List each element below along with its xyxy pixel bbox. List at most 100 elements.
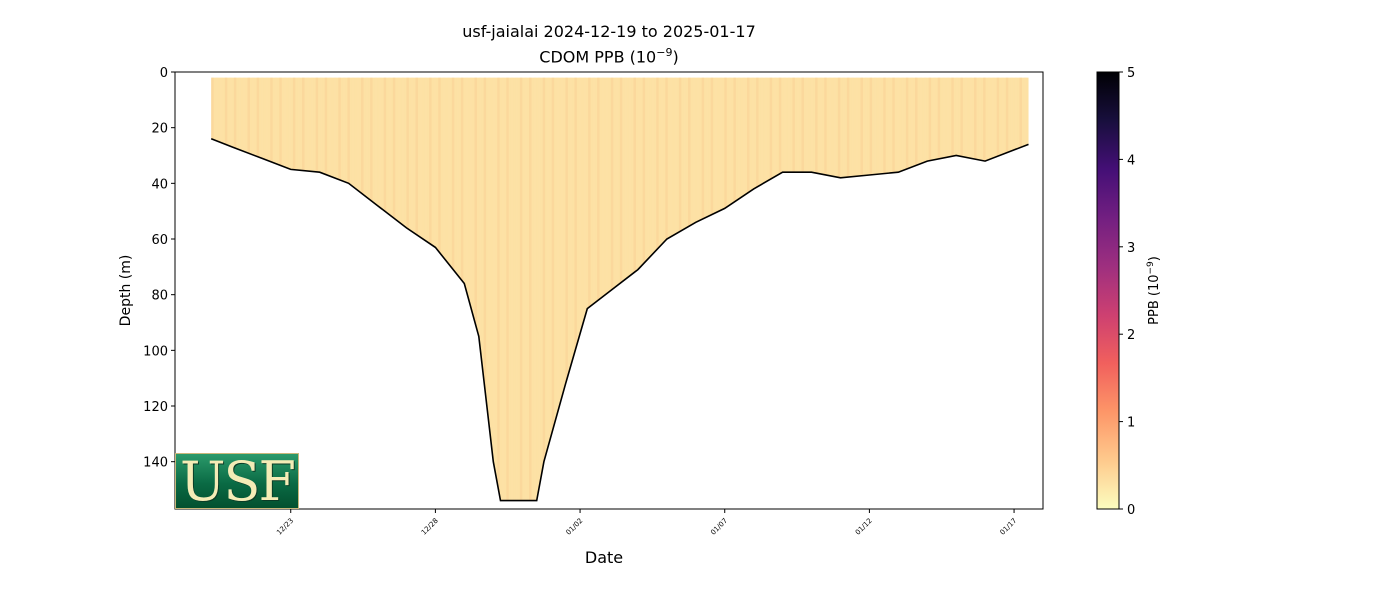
profile-streak (837, 77, 841, 501)
profile-streak (415, 77, 418, 501)
profile-streak (365, 77, 369, 501)
profile-streak (665, 77, 668, 501)
profile-streak (737, 77, 741, 501)
profile-streak (633, 77, 636, 501)
profile-streak (397, 77, 400, 501)
profile-streak (697, 77, 700, 501)
profile-streak (724, 77, 727, 501)
profile-streak (588, 77, 591, 501)
profile-streak (460, 77, 464, 501)
profile-streak (869, 77, 873, 501)
profile-streak (819, 77, 823, 501)
profile-streak (329, 77, 332, 501)
profile-streak (692, 77, 695, 501)
max-depth-line (210, 138, 1029, 502)
profile-streak (801, 77, 804, 501)
profile-streak (656, 77, 659, 501)
profile-streak (647, 77, 650, 501)
profile-streak (479, 77, 482, 501)
profile-streak (628, 77, 632, 501)
profile-streak (1024, 77, 1027, 501)
profile-streak (274, 77, 278, 501)
profile-streak (642, 77, 646, 501)
profile-streak (715, 77, 718, 501)
profile-streak (996, 77, 1000, 501)
profile-streak (783, 77, 786, 501)
y-tick-label: 60 (151, 233, 168, 248)
profile-streak (674, 77, 677, 501)
profile-streak (556, 77, 559, 501)
profile-streak (660, 77, 664, 501)
profile-streak (969, 77, 972, 501)
profile-streak (946, 77, 950, 501)
profile-streak (447, 77, 450, 501)
profile-streak (751, 77, 754, 501)
profile-streak (388, 77, 391, 501)
profile-streak (983, 77, 986, 501)
profile-streak (651, 77, 655, 501)
profile-streak (429, 77, 432, 501)
y-tick-label: 80 (151, 289, 168, 304)
profile-streak (719, 77, 723, 501)
profile-streak (542, 77, 546, 501)
profile-streak (579, 77, 582, 501)
profile-streak (565, 77, 568, 501)
x-axis-label: Date (585, 548, 623, 567)
profile-streak (928, 77, 932, 501)
profile-streak (320, 77, 323, 501)
profile-streak (406, 77, 409, 501)
profile-streak (910, 77, 913, 501)
profile-streak (370, 77, 373, 501)
colorbar-label: PPB (10−9) (1146, 256, 1162, 325)
profile-streak (238, 77, 241, 501)
profile-streak (252, 77, 255, 501)
profile-streak (706, 77, 709, 501)
profile-streak (510, 77, 514, 501)
profile-streak (937, 77, 941, 501)
profile-streak (465, 77, 468, 501)
profile-streak (669, 77, 673, 501)
profile-streak (901, 77, 904, 501)
x-tick-label: 01/07 (709, 517, 729, 537)
profile-streak (292, 77, 296, 501)
profile-streak (974, 77, 977, 501)
profile-streak (524, 77, 527, 501)
profile-streak (574, 77, 577, 501)
profile-streak (597, 77, 600, 501)
profile-streak (815, 77, 818, 501)
profile-streak (833, 77, 836, 501)
profile-streak (951, 77, 954, 501)
profile-streak (483, 77, 487, 501)
profile-streak (420, 77, 423, 501)
profile-streak (583, 77, 586, 501)
profile-streak (529, 77, 532, 501)
profile-streak (688, 77, 691, 501)
profile-streak (297, 77, 300, 501)
profile-streak (424, 77, 428, 501)
profile-streak (619, 77, 623, 501)
profile-streak (846, 77, 850, 501)
profile-streak (211, 77, 214, 501)
profile-streak (1005, 77, 1009, 501)
profile-streak (955, 77, 959, 501)
colorbar-tick-label: 0 (1127, 503, 1135, 518)
profile-streak (1001, 77, 1004, 501)
profile-streak (787, 77, 791, 501)
profile-streak (615, 77, 618, 501)
profile-streak (778, 77, 782, 501)
chart-title: usf-jaialai 2024-12-19 to 2025-01-17 (462, 22, 756, 41)
usf-logo: USF (175, 453, 299, 509)
profile-streak (1019, 77, 1022, 501)
profile-streak (311, 77, 314, 501)
profile-streak (569, 77, 573, 501)
profile-streak (442, 77, 446, 501)
profile-streak (710, 77, 714, 501)
profile-streak (506, 77, 509, 501)
y-tick-label: 20 (151, 122, 168, 137)
profile-streak (256, 77, 260, 501)
profile-streak (887, 77, 891, 501)
profile-streak (683, 77, 686, 501)
profile-streak (678, 77, 682, 501)
profile-streak (243, 77, 246, 501)
profile-streak (265, 77, 269, 501)
